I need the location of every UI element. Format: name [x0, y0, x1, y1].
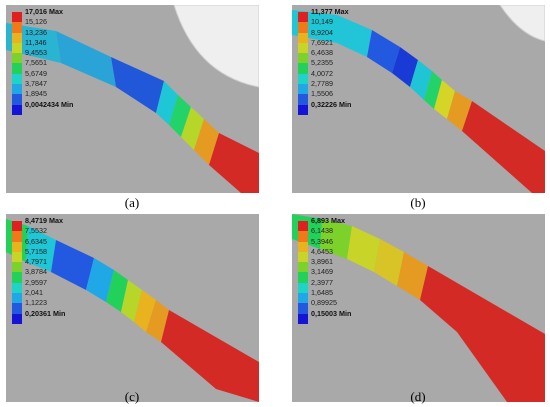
legend-swatch [12, 272, 22, 283]
legend-swatch [298, 42, 308, 54]
legend-swatch [12, 12, 22, 23]
legend-swatch [298, 84, 308, 95]
legend-swatch [298, 94, 308, 105]
legend-swatch [12, 22, 22, 33]
legend-label: 1,1223 [25, 298, 47, 308]
figure-caption-a: (a) [124, 195, 140, 210]
legend-swatch [298, 231, 308, 242]
legend-label-max: 17,016 Max [25, 7, 63, 16]
legend-swatch [298, 104, 308, 115]
stress-contour-view-b [292, 5, 545, 193]
legend-label: 1,5506 [311, 89, 333, 99]
legend-swatch [12, 94, 22, 105]
legend-swatch [12, 63, 22, 74]
contour-plot-panel-c: 8,4719 Max 7,5532 6,6345 5,7158 4,7971 3… [6, 214, 259, 402]
legend-swatch [298, 293, 308, 304]
legend-label: 6,1438 [311, 226, 333, 236]
legend-swatch [12, 53, 22, 64]
legend-swatch [12, 231, 22, 242]
contour-plot-panel-a: 17,016 Max 15,126 13,236 11,346 9,4553 7… [6, 5, 259, 193]
legend-label: 3,1469 [311, 267, 333, 277]
contour-plot-panel-b: 11,377 Max 10,149 8,9204 7,6921 6,4638 5… [292, 5, 545, 193]
legend-swatch [298, 251, 308, 263]
legend-swatch [12, 251, 22, 263]
legend-label: 5,3946 [311, 236, 333, 246]
legend-label-min: 0,20361 Min [25, 308, 66, 318]
stress-contour-view-c [6, 214, 259, 402]
legend-swatch [298, 262, 308, 273]
legend-label: 3,7847 [25, 79, 47, 89]
legend-label: 5,7158 [25, 246, 47, 256]
legend-swatch [12, 32, 22, 43]
legend-swatch [298, 63, 308, 74]
legend-swatch [12, 104, 22, 115]
legend-swatch [12, 303, 22, 314]
figure-caption-c: (c) [124, 389, 140, 404]
legend-label: 8,9204 [311, 27, 333, 37]
legend-swatch [12, 73, 22, 85]
legend-swatch [12, 262, 22, 273]
legend-swatch [298, 53, 308, 64]
legend-label: 2,9597 [25, 277, 47, 287]
legend-swatch [298, 73, 308, 85]
legend-label: 3,8784 [25, 267, 47, 277]
legend-label: 5,6749 [25, 68, 47, 78]
legend-label: 1,8945 [25, 89, 47, 99]
legend-label: 9,4553 [25, 48, 47, 58]
legend-label: 3,8961 [311, 257, 333, 267]
legend-label: 11,346 [25, 37, 47, 47]
legend-label: 1,6485 [311, 288, 333, 298]
legend-label: 2,3977 [311, 277, 333, 287]
legend-label: 5,2355 [311, 58, 333, 68]
legend-swatch [12, 241, 22, 252]
legend-swatch [298, 221, 308, 232]
legend-label: 0,89925 [311, 298, 337, 308]
legend-label-max: 11,377 Max [311, 7, 349, 16]
figure-caption-d: (d) [410, 389, 426, 404]
legend-label: 15,126 [25, 17, 47, 27]
legend-swatch [298, 12, 308, 23]
legend-label-min: 0,0042434 Min [25, 99, 74, 109]
legend-label-max: 8,4719 Max [25, 216, 63, 225]
legend-label: 10,149 [311, 17, 333, 27]
legend-swatch [12, 221, 22, 232]
legend-swatch [298, 303, 308, 314]
legend-label-min: 0,32226 Min [311, 99, 352, 109]
legend-swatch [12, 293, 22, 304]
legend-swatch [298, 32, 308, 43]
contour-plot-panel-d: 6,893 Max 6,1438 5,3946 4,6453 3,8961 3,… [292, 214, 545, 402]
legend-label: 4,6453 [311, 246, 333, 256]
legend-label: 6,6345 [25, 236, 47, 246]
legend-swatch [298, 313, 308, 324]
legend-label: 7,6921 [311, 37, 333, 47]
legend-label: 4,0072 [311, 68, 333, 78]
legend-label: 13,236 [25, 27, 47, 37]
legend-swatch [12, 42, 22, 54]
stress-contour-view-d [292, 214, 545, 402]
legend-swatch [298, 272, 308, 283]
legend-label-max: 6,893 Max [311, 216, 345, 225]
figure-caption-b: (b) [410, 195, 426, 210]
legend-swatch [298, 282, 308, 294]
legend-label: 2,7789 [311, 79, 333, 89]
legend-swatch [12, 84, 22, 95]
legend-label: 7,5651 [25, 58, 47, 68]
legend-label: 4,7971 [25, 257, 47, 267]
stress-contour-view-a [6, 5, 259, 193]
legend-label: 2,041 [25, 288, 43, 298]
legend-swatch [298, 22, 308, 33]
legend-label: 7,5532 [25, 226, 47, 236]
legend-swatch [12, 282, 22, 294]
legend-label-min: 0,15003 Min [311, 308, 352, 318]
legend-label: 6,4638 [311, 48, 333, 58]
legend-swatch [12, 313, 22, 324]
legend-swatch [298, 241, 308, 252]
